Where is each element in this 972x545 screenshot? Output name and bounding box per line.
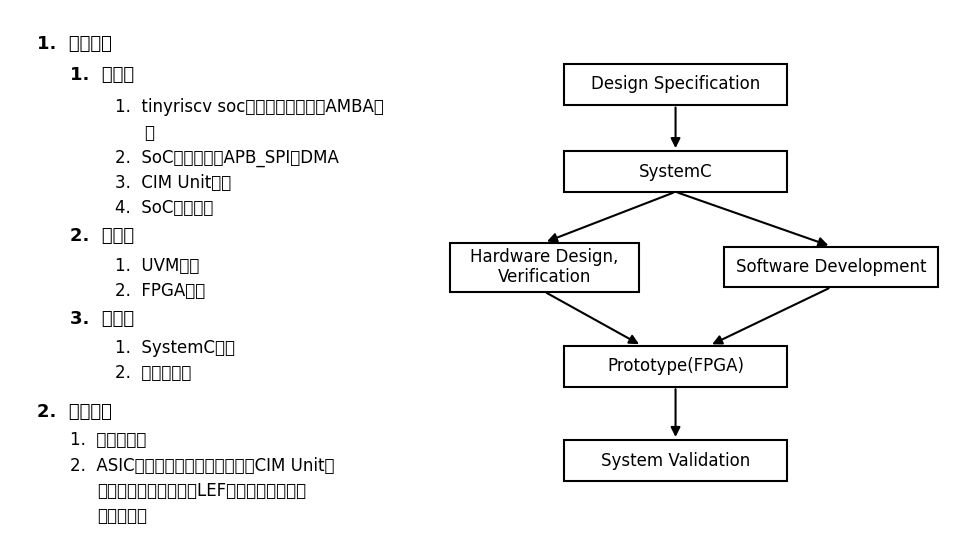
FancyBboxPatch shape xyxy=(564,64,787,105)
Text: 2.  SoC组件开发，APB_SPI，DMA: 2. SoC组件开发，APB_SPI，DMA xyxy=(115,149,338,167)
Text: 2.  FPGA验证: 2. FPGA验证 xyxy=(115,282,205,300)
Text: 3.  CIM Unit研发: 3. CIM Unit研发 xyxy=(115,174,231,192)
FancyBboxPatch shape xyxy=(724,246,938,288)
Text: 2.  ASIC流程问题：数模混合流程，CIM Unit采: 2. ASIC流程问题：数模混合流程，CIM Unit采 xyxy=(70,457,334,475)
FancyBboxPatch shape xyxy=(564,346,787,387)
Text: 行布局布线: 行布局布线 xyxy=(97,507,147,525)
Text: 2.  软件栈研发: 2. 软件栈研发 xyxy=(115,364,191,382)
Text: 1.  设计组: 1. 设计组 xyxy=(70,66,134,84)
Text: Design Specification: Design Specification xyxy=(591,75,760,94)
Text: 1.  任务拆解: 1. 任务拆解 xyxy=(37,35,112,53)
Text: SystemC: SystemC xyxy=(639,162,712,181)
Text: System Validation: System Validation xyxy=(601,451,750,470)
Text: 用定制化设计，抽取为LEF后交给数字后端进: 用定制化设计，抽取为LEF后交给数字后端进 xyxy=(97,482,306,500)
Text: 1.  tinyriscv soc修改，总线替换为AMBA总: 1. tinyriscv soc修改，总线替换为AMBA总 xyxy=(115,98,384,116)
Text: Prototype(FPGA): Prototype(FPGA) xyxy=(608,357,744,376)
Text: 2.  研发流程: 2. 研发流程 xyxy=(37,403,112,421)
FancyBboxPatch shape xyxy=(564,151,787,192)
Text: 1.  如右图所示: 1. 如右图所示 xyxy=(70,431,147,449)
Text: 3.  软件组: 3. 软件组 xyxy=(70,310,134,328)
Text: 1.  SystemC建模: 1. SystemC建模 xyxy=(115,339,234,357)
Text: 1.  UVM验证: 1. UVM验证 xyxy=(115,257,199,275)
Text: 2.  验证组: 2. 验证组 xyxy=(70,227,134,245)
Text: Hardware Design,
Verification: Hardware Design, Verification xyxy=(470,247,618,287)
FancyBboxPatch shape xyxy=(564,440,787,481)
FancyBboxPatch shape xyxy=(449,243,640,292)
Text: Software Development: Software Development xyxy=(736,258,926,276)
Text: 4.  SoC架构统筹: 4. SoC架构统筹 xyxy=(115,199,213,217)
Text: 线: 线 xyxy=(144,124,154,142)
